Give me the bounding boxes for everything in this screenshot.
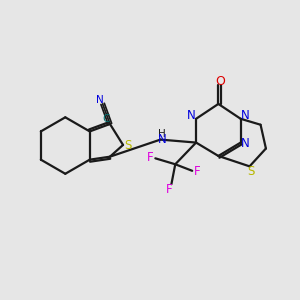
Text: N: N <box>241 109 250 122</box>
Text: S: S <box>248 165 255 178</box>
Text: N: N <box>241 137 250 150</box>
Text: N: N <box>187 109 196 122</box>
Text: S: S <box>124 139 131 152</box>
Text: O: O <box>215 74 225 88</box>
Text: F: F <box>147 151 153 164</box>
Text: H: H <box>158 129 166 139</box>
Text: F: F <box>166 183 172 196</box>
Text: C: C <box>102 114 110 124</box>
Text: N: N <box>158 134 166 146</box>
Text: F: F <box>194 165 201 178</box>
Text: N: N <box>96 95 104 105</box>
